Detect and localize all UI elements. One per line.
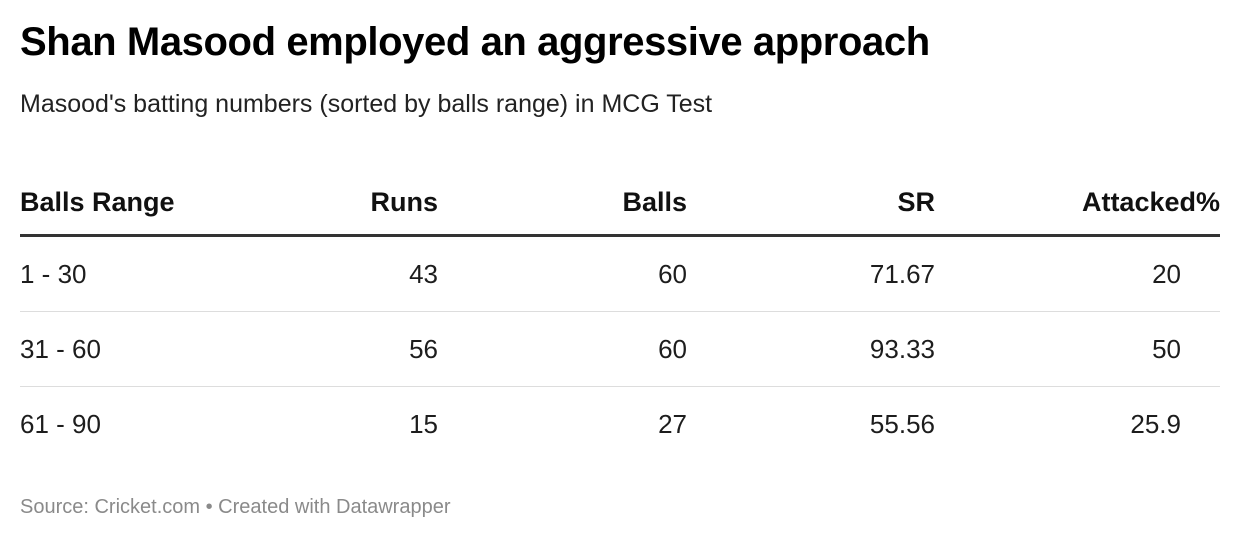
table-row: 61 - 90 15 27 55.56 25.9 — [20, 387, 1220, 461]
table-header-row: Balls Range Runs Balls SR Attacked% — [20, 170, 1220, 237]
column-header-balls-range: Balls Range — [20, 186, 175, 217]
table-cell-balls: 60 — [658, 333, 687, 364]
table-row: 31 - 60 56 60 93.33 50 — [20, 312, 1220, 387]
table-cell-attacked-pct: 25.9 — [1130, 408, 1181, 439]
table-cell-sr: 55.56 — [869, 408, 935, 439]
table-cell-balls-range: 1 - 30 — [20, 258, 87, 289]
chart-subtitle: Masood's batting numbers (sorted by ball… — [20, 90, 713, 118]
table-cell-balls-range: 61 - 90 — [20, 408, 101, 439]
chart-title: Shan Masood employed an aggressive appro… — [20, 20, 930, 64]
table-cell-runs: 15 — [409, 408, 438, 439]
table-cell-attacked-pct: 50 — [1152, 333, 1181, 364]
table-cell-attacked-pct: 20 — [1152, 258, 1181, 289]
table-cell-balls: 27 — [658, 408, 687, 439]
data-table: Balls Range Runs Balls SR Attacked% 1 - … — [20, 170, 1220, 461]
table-cell-runs: 43 — [409, 258, 438, 289]
table-cell-balls-range: 31 - 60 — [20, 333, 101, 364]
column-header-balls: Balls — [622, 186, 687, 217]
table-cell-runs: 56 — [409, 333, 438, 364]
column-header-sr: SR — [897, 186, 935, 217]
table-cell-sr: 71.67 — [869, 258, 935, 289]
table-row: 1 - 30 43 60 71.67 20 — [20, 237, 1220, 312]
source-footer: Source: Cricket.com • Created with Dataw… — [20, 496, 451, 518]
table-cell-sr: 93.33 — [869, 333, 935, 364]
table-cell-balls: 60 — [658, 258, 687, 289]
column-header-attacked-pct: Attacked% — [1081, 186, 1220, 217]
column-header-runs: Runs — [370, 186, 439, 217]
